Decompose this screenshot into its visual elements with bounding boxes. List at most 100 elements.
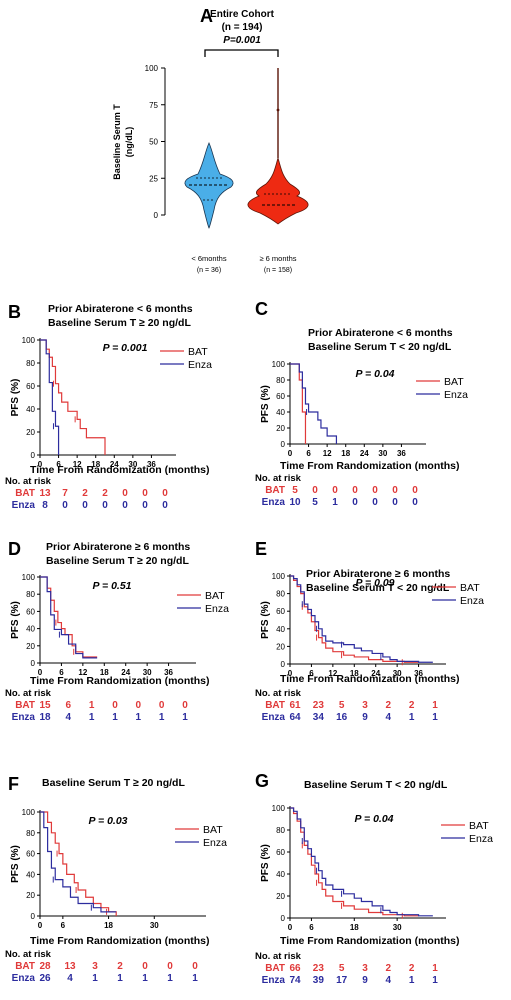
risk-value: 0 [122,488,128,499]
panel-c-xtick-label: 6 [306,449,311,458]
risk-value: 1 [332,497,338,508]
panel-f-xtick-label: 6 [61,921,66,930]
panel-f-xtick-label: 18 [104,921,113,930]
panel-c-label: C [255,299,268,319]
risk-value: 3 [92,961,98,972]
panel-f: F Baseline Serum T ≥ 20 ng/dL020406080100… [5,774,227,984]
risk-row-label-enza: Enza [12,712,36,723]
panel-d-ytick-label: 0 [31,659,36,668]
risk-value: 0 [122,500,128,511]
panel-a-ylabel-line2: (ng/dL) [124,127,134,158]
panel-d-ytick-label: 40 [26,625,35,634]
panel-a-ytick-label: 75 [149,101,158,110]
panel-b-ytick-label: 40 [26,405,35,414]
panel-d-pvalue: P = 0.51 [92,580,131,592]
risk-value: 0 [352,485,358,496]
panel-d-label: D [8,539,21,559]
risk-value: 0 [142,500,148,511]
risk-row-label-enza: Enza [12,500,36,511]
risk-row-label-bat: BAT [265,700,285,711]
risk-value: 17 [336,975,348,986]
panel-e-ytick-label: 20 [276,642,285,651]
panel-c-xlabel: Time From Randomization (months) [280,460,459,472]
panel-b-xtick-label: 24 [110,460,119,469]
panel-g-ylabel: PFS (%) [260,844,271,882]
panel-a-ytick-label: 50 [149,138,158,147]
panel-a-label: A [200,6,213,26]
risk-value: 0 [159,700,165,711]
group-short-n: (n = 36) [197,267,221,274]
panel-e-ytick-label: 40 [276,625,285,634]
panel-d-xtick-label: 6 [59,668,64,677]
panel-c-pvalue: P = 0.04 [355,368,394,380]
panel-d-ylabel: PFS (%) [10,601,21,639]
group-short-label: < 6months [191,254,226,263]
panel-f-xtick-label: 0 [38,921,43,930]
panel-e-xtick-label: 12 [328,669,337,678]
panel-g-ytick-label: 20 [276,892,285,901]
legend-label-enza: Enza [203,837,227,849]
panel-g-xlabel: Time From Randomization (months) [280,935,459,947]
panel-b-xlabel: Time From Randomization (months) [30,464,209,476]
panel-c-ytick-label: 100 [272,360,286,369]
panel-d-xtick-label: 12 [78,668,87,677]
risk-table-title: No. at risk [255,688,302,699]
panel-c-ytick-label: 0 [281,440,286,449]
risk-value: 0 [412,485,418,496]
risk-value: 0 [162,488,168,499]
legend-label-enza: Enza [188,359,212,371]
panel-b-ytick-label: 100 [22,336,36,345]
risk-value: 74 [289,975,301,986]
risk-table-title: No. at risk [5,476,52,487]
panel-g: G Baseline Serum T < 20 ng/dL020406080100… [255,771,493,986]
panel-f-ytick-label: 20 [26,891,35,900]
risk-value: 8 [42,500,48,511]
risk-value: 1 [192,973,198,984]
risk-value: 0 [392,485,398,496]
panel-a-ytick-label: 25 [149,174,158,183]
panel-d-ytick-label: 100 [22,573,36,582]
risk-value: 2 [386,700,392,711]
risk-value: 2 [409,963,415,974]
risk-row-label-enza: Enza [12,973,36,984]
risk-value: 0 [136,700,142,711]
panel-e-title: Prior Abiraterone ≥ 6 months [306,568,450,580]
risk-value: 5 [339,700,345,711]
panel-g-title: Baseline Serum T < 20 ng/dL [304,779,448,791]
risk-value: 1 [142,973,148,984]
panel-b-xtick-label: 12 [73,460,82,469]
panel-b-xtick-label: 6 [56,460,61,469]
panel-e-ylabel: PFS (%) [260,601,271,639]
legend-label-bat: BAT [460,582,480,594]
panel-c-ytick-label: 40 [276,408,285,417]
risk-value: 4 [66,712,72,723]
panel-e-ytick-label: 60 [276,607,285,616]
panel-e-xtick-label: 6 [309,669,314,678]
km-curve-enza [40,339,60,455]
risk-value: 0 [412,497,418,508]
risk-value: 0 [182,700,188,711]
risk-row-label-enza: Enza [262,712,286,723]
panel-c-xtick-label: 36 [397,449,406,458]
risk-value: 1 [89,700,95,711]
panel-b-ytick-label: 20 [26,428,35,437]
violin-long [247,68,309,225]
panel-a-ytick-label: 100 [145,64,159,73]
risk-row-label-bat: BAT [15,700,35,711]
panel-g-xtick-label: 30 [393,923,402,932]
risk-value: 5 [292,485,298,496]
panel-d-ytick-label: 20 [26,642,35,651]
panel-g-xtick-label: 18 [350,923,359,932]
panel-g-xtick-label: 0 [288,923,293,932]
risk-value: 0 [167,961,173,972]
risk-value: 2 [117,961,123,972]
panel-c-title: Prior Abiraterone < 6 months [308,327,453,339]
risk-value: 0 [372,485,378,496]
panel-c-xtick-label: 30 [378,449,387,458]
panel-d-ytick-label: 80 [26,590,35,599]
risk-value: 1 [432,700,438,711]
km-curve-bat [40,576,98,658]
risk-value: 1 [432,712,438,723]
risk-value: 1 [182,712,188,723]
panel-e-xtick-label: 24 [371,669,380,678]
